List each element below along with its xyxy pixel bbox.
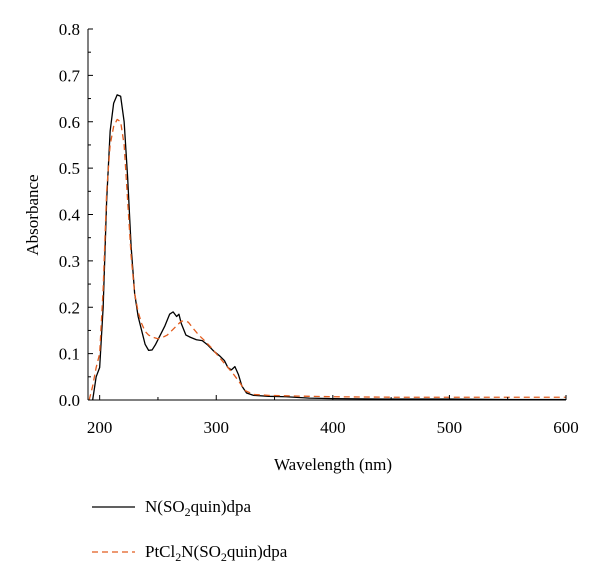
legend-text-part: N(SO <box>181 542 221 561</box>
y-tick-label: 0.6 <box>59 113 80 132</box>
y-tick-label: 0.2 <box>59 298 80 317</box>
legend-label-1: N(SO2quin)dpa <box>145 497 252 519</box>
x-tick-label: 600 <box>553 418 579 437</box>
series-layer <box>88 94 566 401</box>
y-tick-label: 0.3 <box>59 252 80 271</box>
legend-text-part: quin)dpa <box>227 542 288 561</box>
legend-text-part: N(SO <box>145 497 185 516</box>
y-tick-label: 0.0 <box>59 391 80 410</box>
axes: 0.0 0.1 0.2 0.3 0.4 0.5 0.6 0.7 0.8 200 300 400 500 6… <box>59 20 579 437</box>
legend-label-2: PtCl2N(SO2quin)dpa <box>145 542 288 564</box>
y-axis-title: Absorbance <box>23 174 42 255</box>
legend-subscript: 2 <box>175 550 181 564</box>
series-line-1 <box>92 94 566 401</box>
legend-subscript: 2 <box>185 505 191 519</box>
x-axis-title: Wavelength (nm) <box>274 455 392 474</box>
legend-text-part: PtCl <box>145 542 176 561</box>
legend-text-part: quin)dpa <box>191 497 252 516</box>
legend-subscript: 2 <box>221 550 227 564</box>
y-tick-label: 0.5 <box>59 159 80 178</box>
y-tick-label: 0.4 <box>59 206 81 225</box>
x-tick-label: 400 <box>320 418 346 437</box>
y-tick-label: 0.8 <box>59 20 80 39</box>
x-tick-label: 200 <box>87 418 113 437</box>
x-tick-label: 300 <box>203 418 229 437</box>
x-tick-label: 500 <box>437 418 463 437</box>
y-tick-label: 0.7 <box>59 66 81 85</box>
y-tick-label: 0.1 <box>59 345 80 364</box>
series-line-2 <box>88 118 566 401</box>
